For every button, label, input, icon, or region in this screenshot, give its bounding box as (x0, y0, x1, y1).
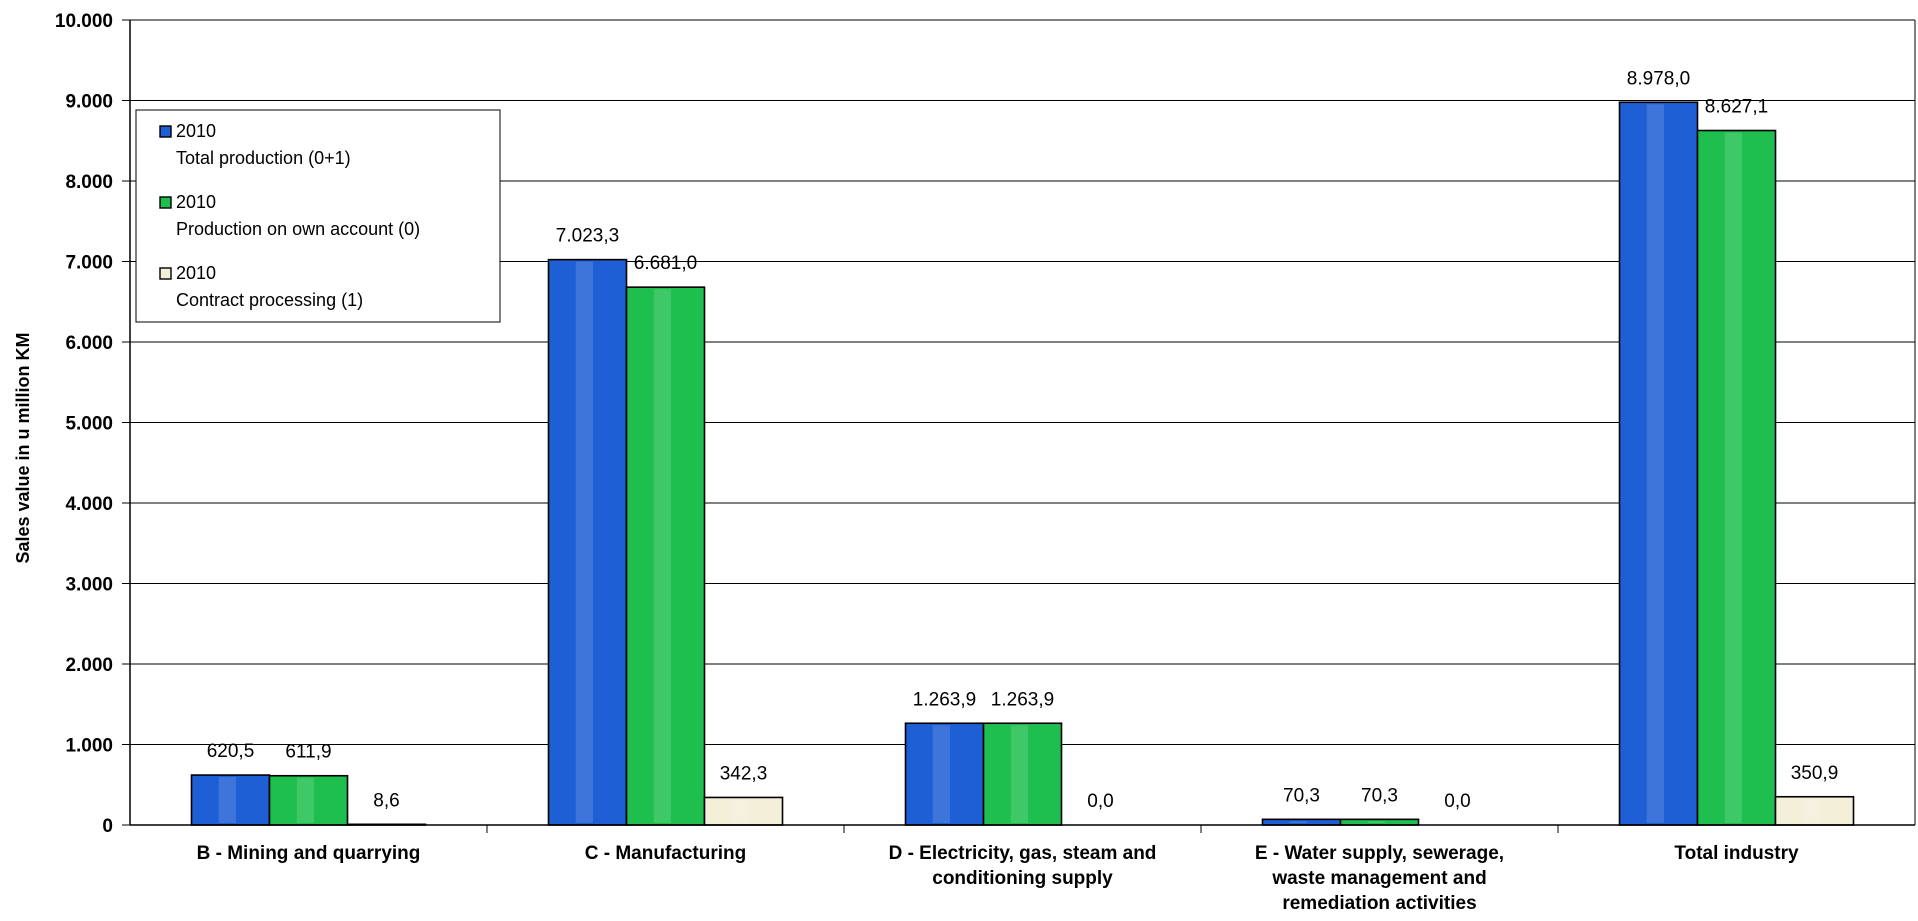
legend: 2010 Total production (0+1) 2010 Production… (135, 109, 501, 323)
legend-swatch (159, 196, 172, 209)
legend-entry-detail: Total production (0+1) (176, 148, 351, 168)
y-tick-label: 9.000 (65, 92, 113, 113)
category-label: B - Mining and quarrying (197, 843, 421, 864)
data-label: 70,3 (1361, 785, 1398, 806)
data-label: 350,9 (1791, 763, 1839, 784)
data-label: 0,0 (1087, 791, 1113, 812)
gridlines (122, 19, 1915, 826)
bar-highlight (296, 777, 314, 823)
bar-highlight (1802, 798, 1820, 823)
y-tick-label: 1.000 (65, 736, 113, 757)
axes (129, 20, 1916, 833)
data-label: 8.978,0 (1627, 68, 1690, 89)
bar-highlight (575, 261, 593, 823)
bar-highlight (1724, 132, 1742, 824)
bar-highlight (731, 799, 749, 823)
legend-box (135, 109, 501, 323)
data-label: 6.681,0 (634, 253, 697, 274)
legend-entry: 2010 (176, 121, 216, 141)
bar-highlight (218, 777, 236, 823)
data-label: 8.627,1 (1705, 97, 1768, 118)
legend-entry-detail: Contract processing (1) (176, 290, 363, 310)
y-tick-label: 5.000 (65, 414, 113, 435)
data-label: 7.023,3 (556, 226, 619, 247)
y-tick-label: 8.000 (65, 172, 113, 193)
data-label: 8,6 (373, 790, 399, 811)
category-label: D - Electricity, gas, steam and condition… (889, 843, 1157, 889)
legend-swatch (159, 125, 172, 138)
y-tick-label: 3.000 (65, 575, 113, 596)
y-tick-label: 6.000 (65, 333, 113, 354)
data-label: 1.263,9 (991, 689, 1054, 710)
legend-entry-detail: Production on own account (0) (176, 219, 420, 239)
category-labels: B - Mining and quarrying C - Manufacturin… (197, 843, 1799, 914)
legend-entry: 2010 (176, 263, 216, 283)
y-tick-label: 7.000 (65, 253, 113, 274)
bar-highlight (1367, 821, 1385, 823)
data-label: 620,5 (207, 741, 255, 762)
category-label: C - Manufacturing (585, 843, 747, 864)
data-label: 611,9 (285, 742, 331, 763)
bar-highlight (653, 289, 671, 823)
y-tick-label: 2.000 (65, 655, 113, 676)
y-axis-label: Sales value in u million KM (13, 332, 33, 563)
legend-swatch (159, 267, 172, 280)
legend-entry: 2010 (176, 192, 216, 212)
data-label: 1.263,9 (913, 689, 976, 710)
bars (190, 101, 1855, 826)
y-tick-labels: 0 1.000 2.000 3.000 4.000 5.000 6.000 7.000 8.00… (55, 11, 113, 837)
category-label: E - Water supply, sewerage, waste managem… (1255, 843, 1504, 914)
bar-highlight (1010, 725, 1028, 823)
data-label: 70,3 (1283, 785, 1320, 806)
y-tick-label: 10.000 (55, 11, 113, 32)
category-label: Total industry (1674, 843, 1799, 864)
data-label: 342,3 (720, 763, 768, 784)
bar-highlight (1646, 104, 1664, 823)
bar-highlight (932, 725, 950, 823)
data-label: 0,0 (1444, 791, 1470, 812)
bar-highlight (1289, 821, 1307, 823)
y-tick-label: 4.000 (65, 494, 113, 515)
data-labels: 620,5 611,9 8,6 7.023,3 6.681,0 342,3 1.263,9 1… (207, 68, 1839, 812)
y-tick-label: 0 (102, 816, 113, 837)
